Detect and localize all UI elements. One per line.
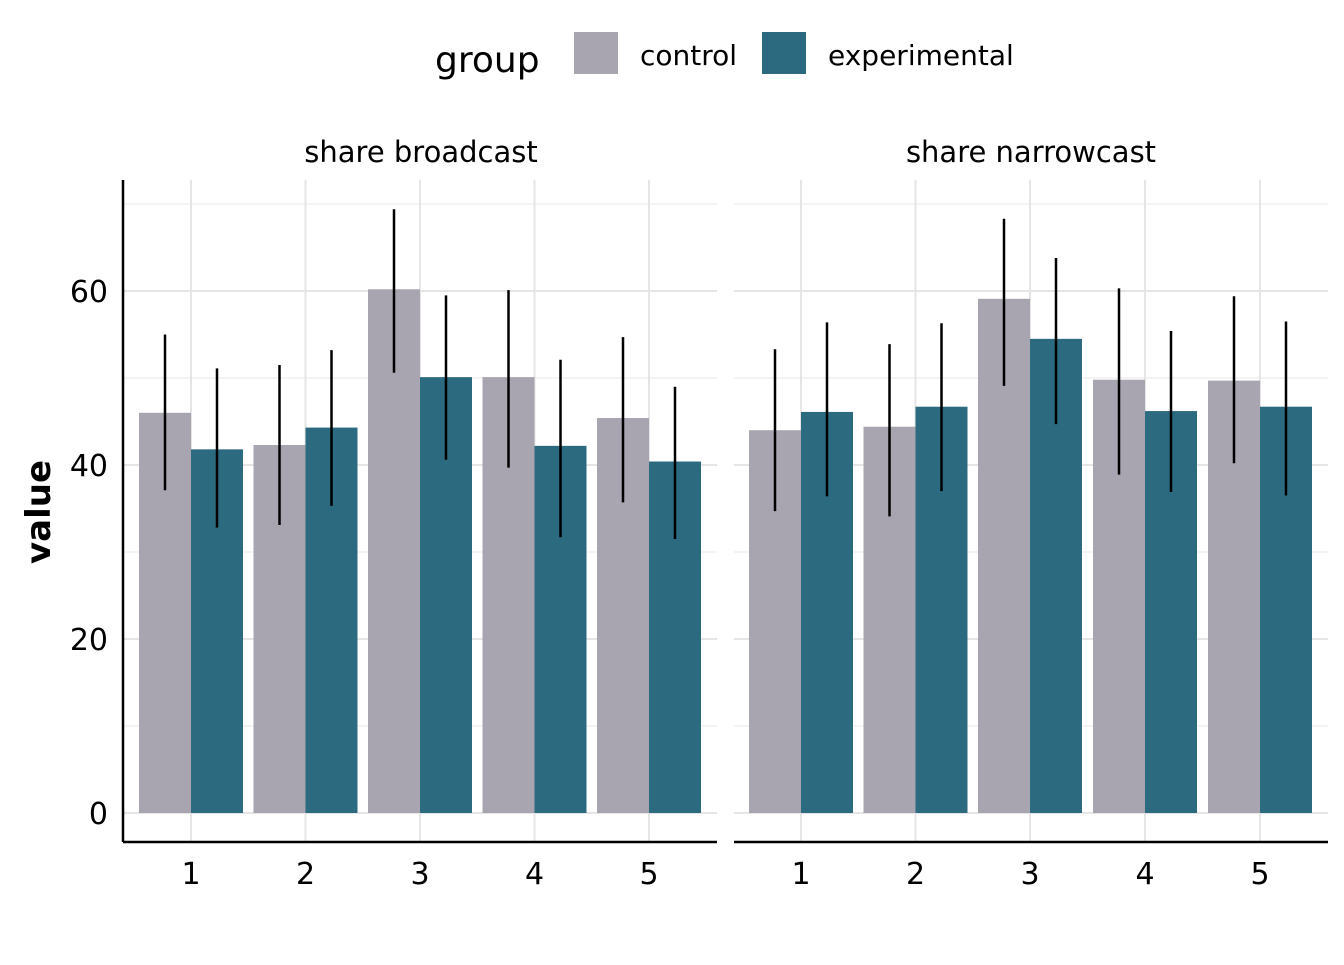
y-axis-title: value (19, 460, 59, 564)
plot-layer: 1 2 3 4 5 1 2 3 4 5 0 20 40 60 (70, 180, 1328, 892)
bar-control (368, 289, 420, 813)
x-tick-label: 2 (296, 857, 315, 892)
y-tick-label: 0 (89, 797, 108, 832)
y-tick-label: 20 (70, 623, 108, 658)
legend-swatch-experimental (762, 32, 806, 74)
legend-title: group (435, 40, 540, 81)
x-tick-label: 3 (410, 857, 429, 892)
x-tick-label: 2 (906, 857, 925, 892)
x-tick-label: 1 (791, 857, 810, 892)
x-tick-label: 3 (1020, 857, 1039, 892)
x-tick-label: 4 (525, 857, 544, 892)
legend: group control experimental (435, 32, 1014, 81)
x-tick-label: 5 (639, 857, 658, 892)
y-tick-label: 60 (70, 275, 108, 310)
legend-swatch-control (574, 32, 618, 74)
facet-label-share-broadcast: share broadcast (304, 135, 537, 169)
facet-label-share-narrowcast: share narrowcast (906, 135, 1156, 169)
y-tick-label: 40 (70, 449, 108, 484)
legend-label-control: control (640, 39, 737, 72)
x-tick-label: 4 (1135, 857, 1154, 892)
legend-label-experimental: experimental (828, 39, 1014, 72)
x-tick-label: 1 (181, 857, 200, 892)
x-tick-label: 5 (1250, 857, 1269, 892)
